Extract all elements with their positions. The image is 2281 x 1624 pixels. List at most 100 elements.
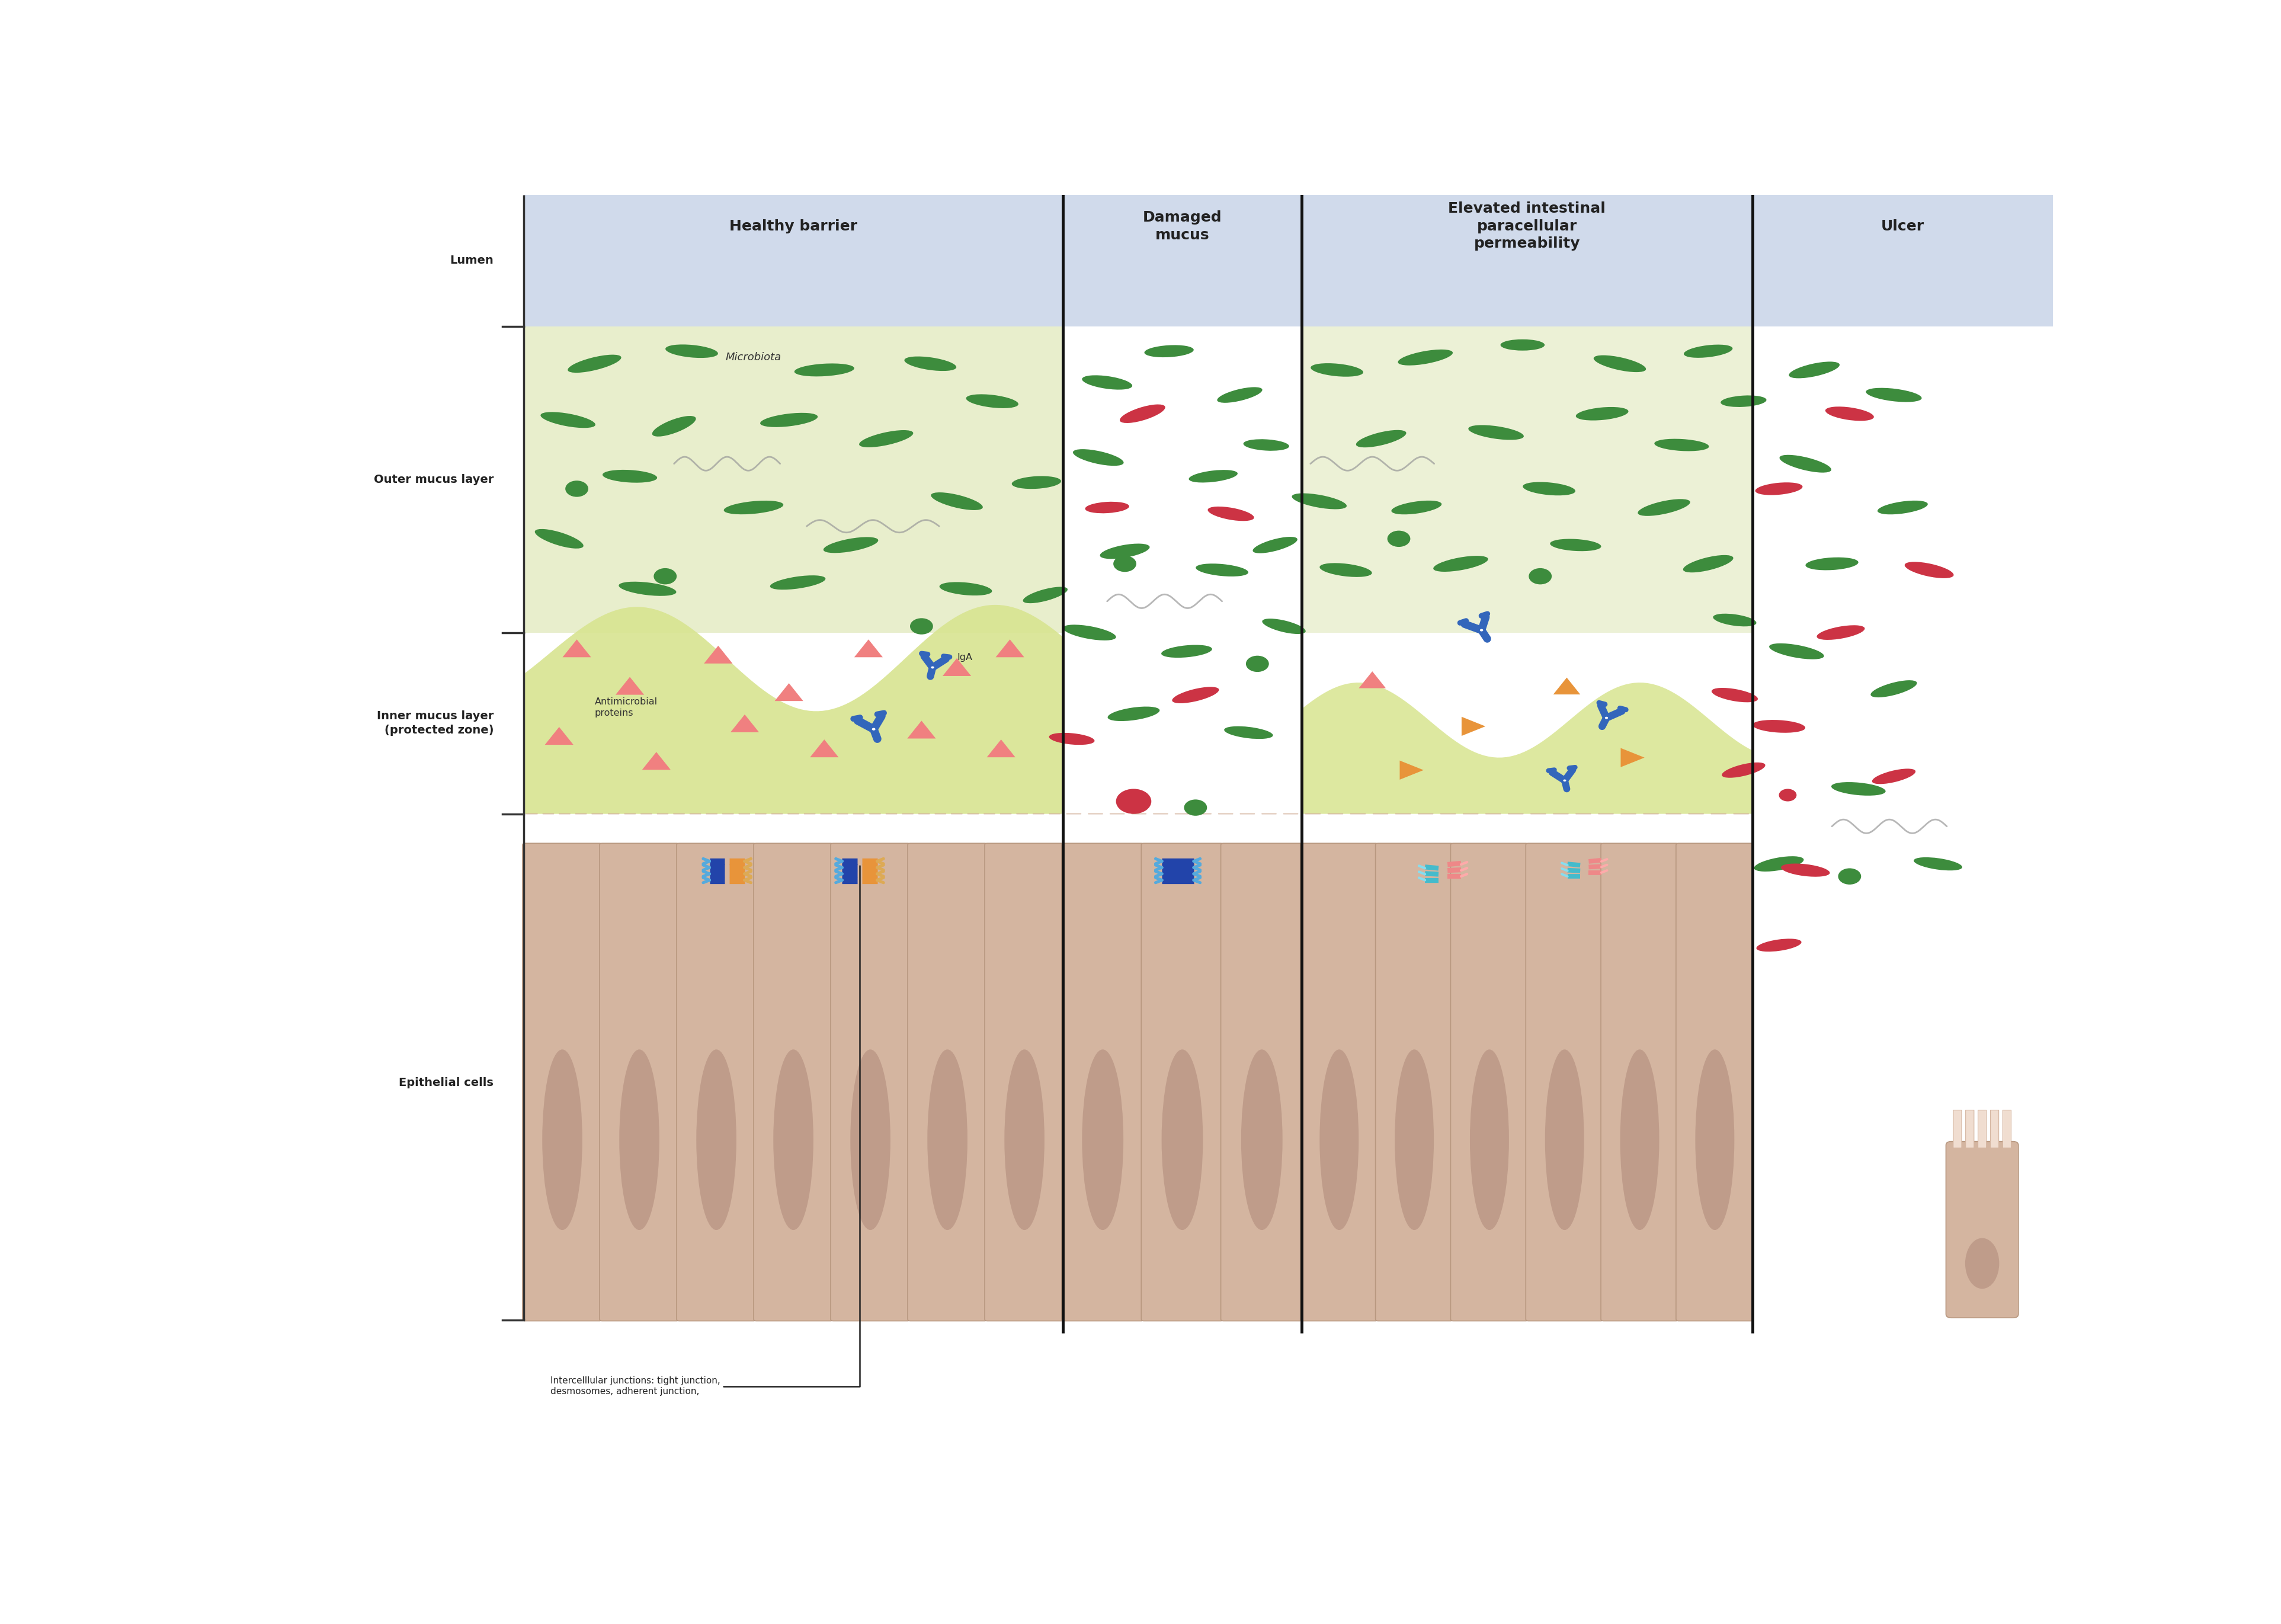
Ellipse shape xyxy=(794,364,855,377)
Ellipse shape xyxy=(1161,1049,1202,1229)
Ellipse shape xyxy=(1195,564,1248,577)
Ellipse shape xyxy=(1243,438,1289,451)
FancyBboxPatch shape xyxy=(677,843,755,1320)
Ellipse shape xyxy=(1072,450,1125,466)
Ellipse shape xyxy=(967,395,1017,408)
Ellipse shape xyxy=(1081,1049,1125,1229)
Ellipse shape xyxy=(1524,482,1576,495)
Ellipse shape xyxy=(1544,1049,1583,1229)
Ellipse shape xyxy=(1161,645,1211,658)
Polygon shape xyxy=(641,752,671,770)
Circle shape xyxy=(910,619,933,635)
Text: Epithelial cells: Epithelial cells xyxy=(399,1077,493,1088)
FancyBboxPatch shape xyxy=(908,843,988,1320)
Ellipse shape xyxy=(1013,476,1061,489)
FancyBboxPatch shape xyxy=(1978,1111,1987,1148)
Polygon shape xyxy=(988,739,1015,757)
Text: Microbiota: Microbiota xyxy=(725,352,782,362)
Ellipse shape xyxy=(1722,762,1765,778)
Ellipse shape xyxy=(1218,387,1261,403)
Ellipse shape xyxy=(1086,502,1129,513)
Ellipse shape xyxy=(773,1049,814,1229)
FancyBboxPatch shape xyxy=(830,843,910,1320)
Ellipse shape xyxy=(1391,500,1442,515)
Ellipse shape xyxy=(568,354,620,374)
Polygon shape xyxy=(730,715,760,732)
Ellipse shape xyxy=(1241,1049,1282,1229)
FancyBboxPatch shape xyxy=(985,843,1065,1320)
Circle shape xyxy=(871,728,876,731)
Ellipse shape xyxy=(771,575,826,590)
Bar xyxy=(1302,326,1752,633)
Polygon shape xyxy=(853,640,883,658)
FancyBboxPatch shape xyxy=(2003,1111,2012,1148)
Ellipse shape xyxy=(1752,719,1804,732)
Ellipse shape xyxy=(1654,438,1708,451)
Ellipse shape xyxy=(1261,619,1305,633)
Ellipse shape xyxy=(940,581,992,596)
FancyBboxPatch shape xyxy=(1677,843,1754,1320)
Ellipse shape xyxy=(1207,507,1255,521)
Ellipse shape xyxy=(823,538,878,552)
Polygon shape xyxy=(908,721,935,739)
Text: Elevated intestinal
paracellular
permeability: Elevated intestinal paracellular permeab… xyxy=(1448,201,1606,250)
Polygon shape xyxy=(1401,760,1423,780)
Ellipse shape xyxy=(1321,564,1371,577)
Ellipse shape xyxy=(618,581,675,596)
Text: Healthy barrier: Healthy barrier xyxy=(730,219,858,234)
Polygon shape xyxy=(942,658,972,676)
Ellipse shape xyxy=(1711,689,1759,702)
Ellipse shape xyxy=(543,1049,582,1229)
Ellipse shape xyxy=(602,469,657,482)
Ellipse shape xyxy=(1770,643,1825,659)
Ellipse shape xyxy=(1866,388,1921,403)
Ellipse shape xyxy=(666,344,719,357)
Ellipse shape xyxy=(1321,1049,1359,1229)
Text: Outer mucus layer: Outer mucus layer xyxy=(374,474,493,486)
Ellipse shape xyxy=(1594,356,1647,372)
Ellipse shape xyxy=(1713,614,1756,627)
Ellipse shape xyxy=(928,1049,967,1229)
Polygon shape xyxy=(1359,671,1387,689)
Ellipse shape xyxy=(541,412,595,427)
Ellipse shape xyxy=(534,529,584,549)
Polygon shape xyxy=(810,739,839,757)
FancyBboxPatch shape xyxy=(1140,843,1223,1320)
Ellipse shape xyxy=(1398,349,1453,365)
Ellipse shape xyxy=(1355,430,1407,448)
Ellipse shape xyxy=(1756,482,1802,495)
Ellipse shape xyxy=(1081,375,1131,390)
Polygon shape xyxy=(776,684,803,702)
Ellipse shape xyxy=(1816,625,1866,640)
Text: Intercelllular junctions: tight junction,
desmosomes, adherent junction,: Intercelllular junctions: tight junction… xyxy=(550,866,860,1395)
Ellipse shape xyxy=(1172,687,1218,703)
Circle shape xyxy=(1387,531,1410,547)
Ellipse shape xyxy=(903,356,956,370)
Polygon shape xyxy=(995,640,1024,658)
FancyBboxPatch shape xyxy=(600,843,680,1320)
Ellipse shape xyxy=(652,416,696,437)
Ellipse shape xyxy=(1756,939,1802,952)
Circle shape xyxy=(566,481,588,497)
Bar xyxy=(525,195,2053,326)
Circle shape xyxy=(1562,780,1567,781)
Ellipse shape xyxy=(1683,555,1734,573)
FancyBboxPatch shape xyxy=(1953,1111,1962,1148)
Polygon shape xyxy=(525,604,1063,814)
Text: Antimicrobial
proteins: Antimicrobial proteins xyxy=(595,698,657,718)
Circle shape xyxy=(931,666,935,669)
Ellipse shape xyxy=(931,492,983,510)
Polygon shape xyxy=(1622,749,1645,767)
Ellipse shape xyxy=(1877,500,1927,515)
FancyBboxPatch shape xyxy=(753,843,833,1320)
Circle shape xyxy=(1838,869,1861,885)
Ellipse shape xyxy=(1469,1049,1510,1229)
Ellipse shape xyxy=(760,412,817,427)
Ellipse shape xyxy=(1825,406,1875,421)
Text: IgA: IgA xyxy=(958,653,972,663)
Circle shape xyxy=(1115,789,1152,814)
Ellipse shape xyxy=(1638,499,1690,516)
Ellipse shape xyxy=(851,1049,890,1229)
Ellipse shape xyxy=(1312,364,1364,377)
Ellipse shape xyxy=(1099,544,1150,559)
